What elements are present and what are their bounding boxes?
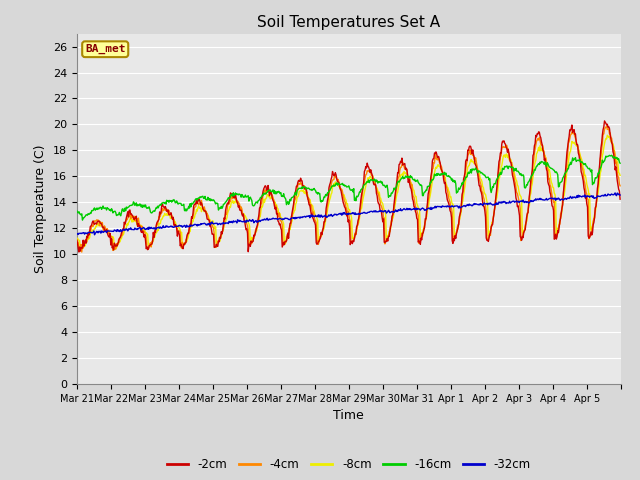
Legend: -2cm, -4cm, -8cm, -16cm, -32cm: -2cm, -4cm, -8cm, -16cm, -32cm: [162, 454, 536, 476]
Text: BA_met: BA_met: [85, 44, 125, 54]
X-axis label: Time: Time: [333, 409, 364, 422]
Y-axis label: Soil Temperature (C): Soil Temperature (C): [35, 144, 47, 273]
Title: Soil Temperatures Set A: Soil Temperatures Set A: [257, 15, 440, 30]
